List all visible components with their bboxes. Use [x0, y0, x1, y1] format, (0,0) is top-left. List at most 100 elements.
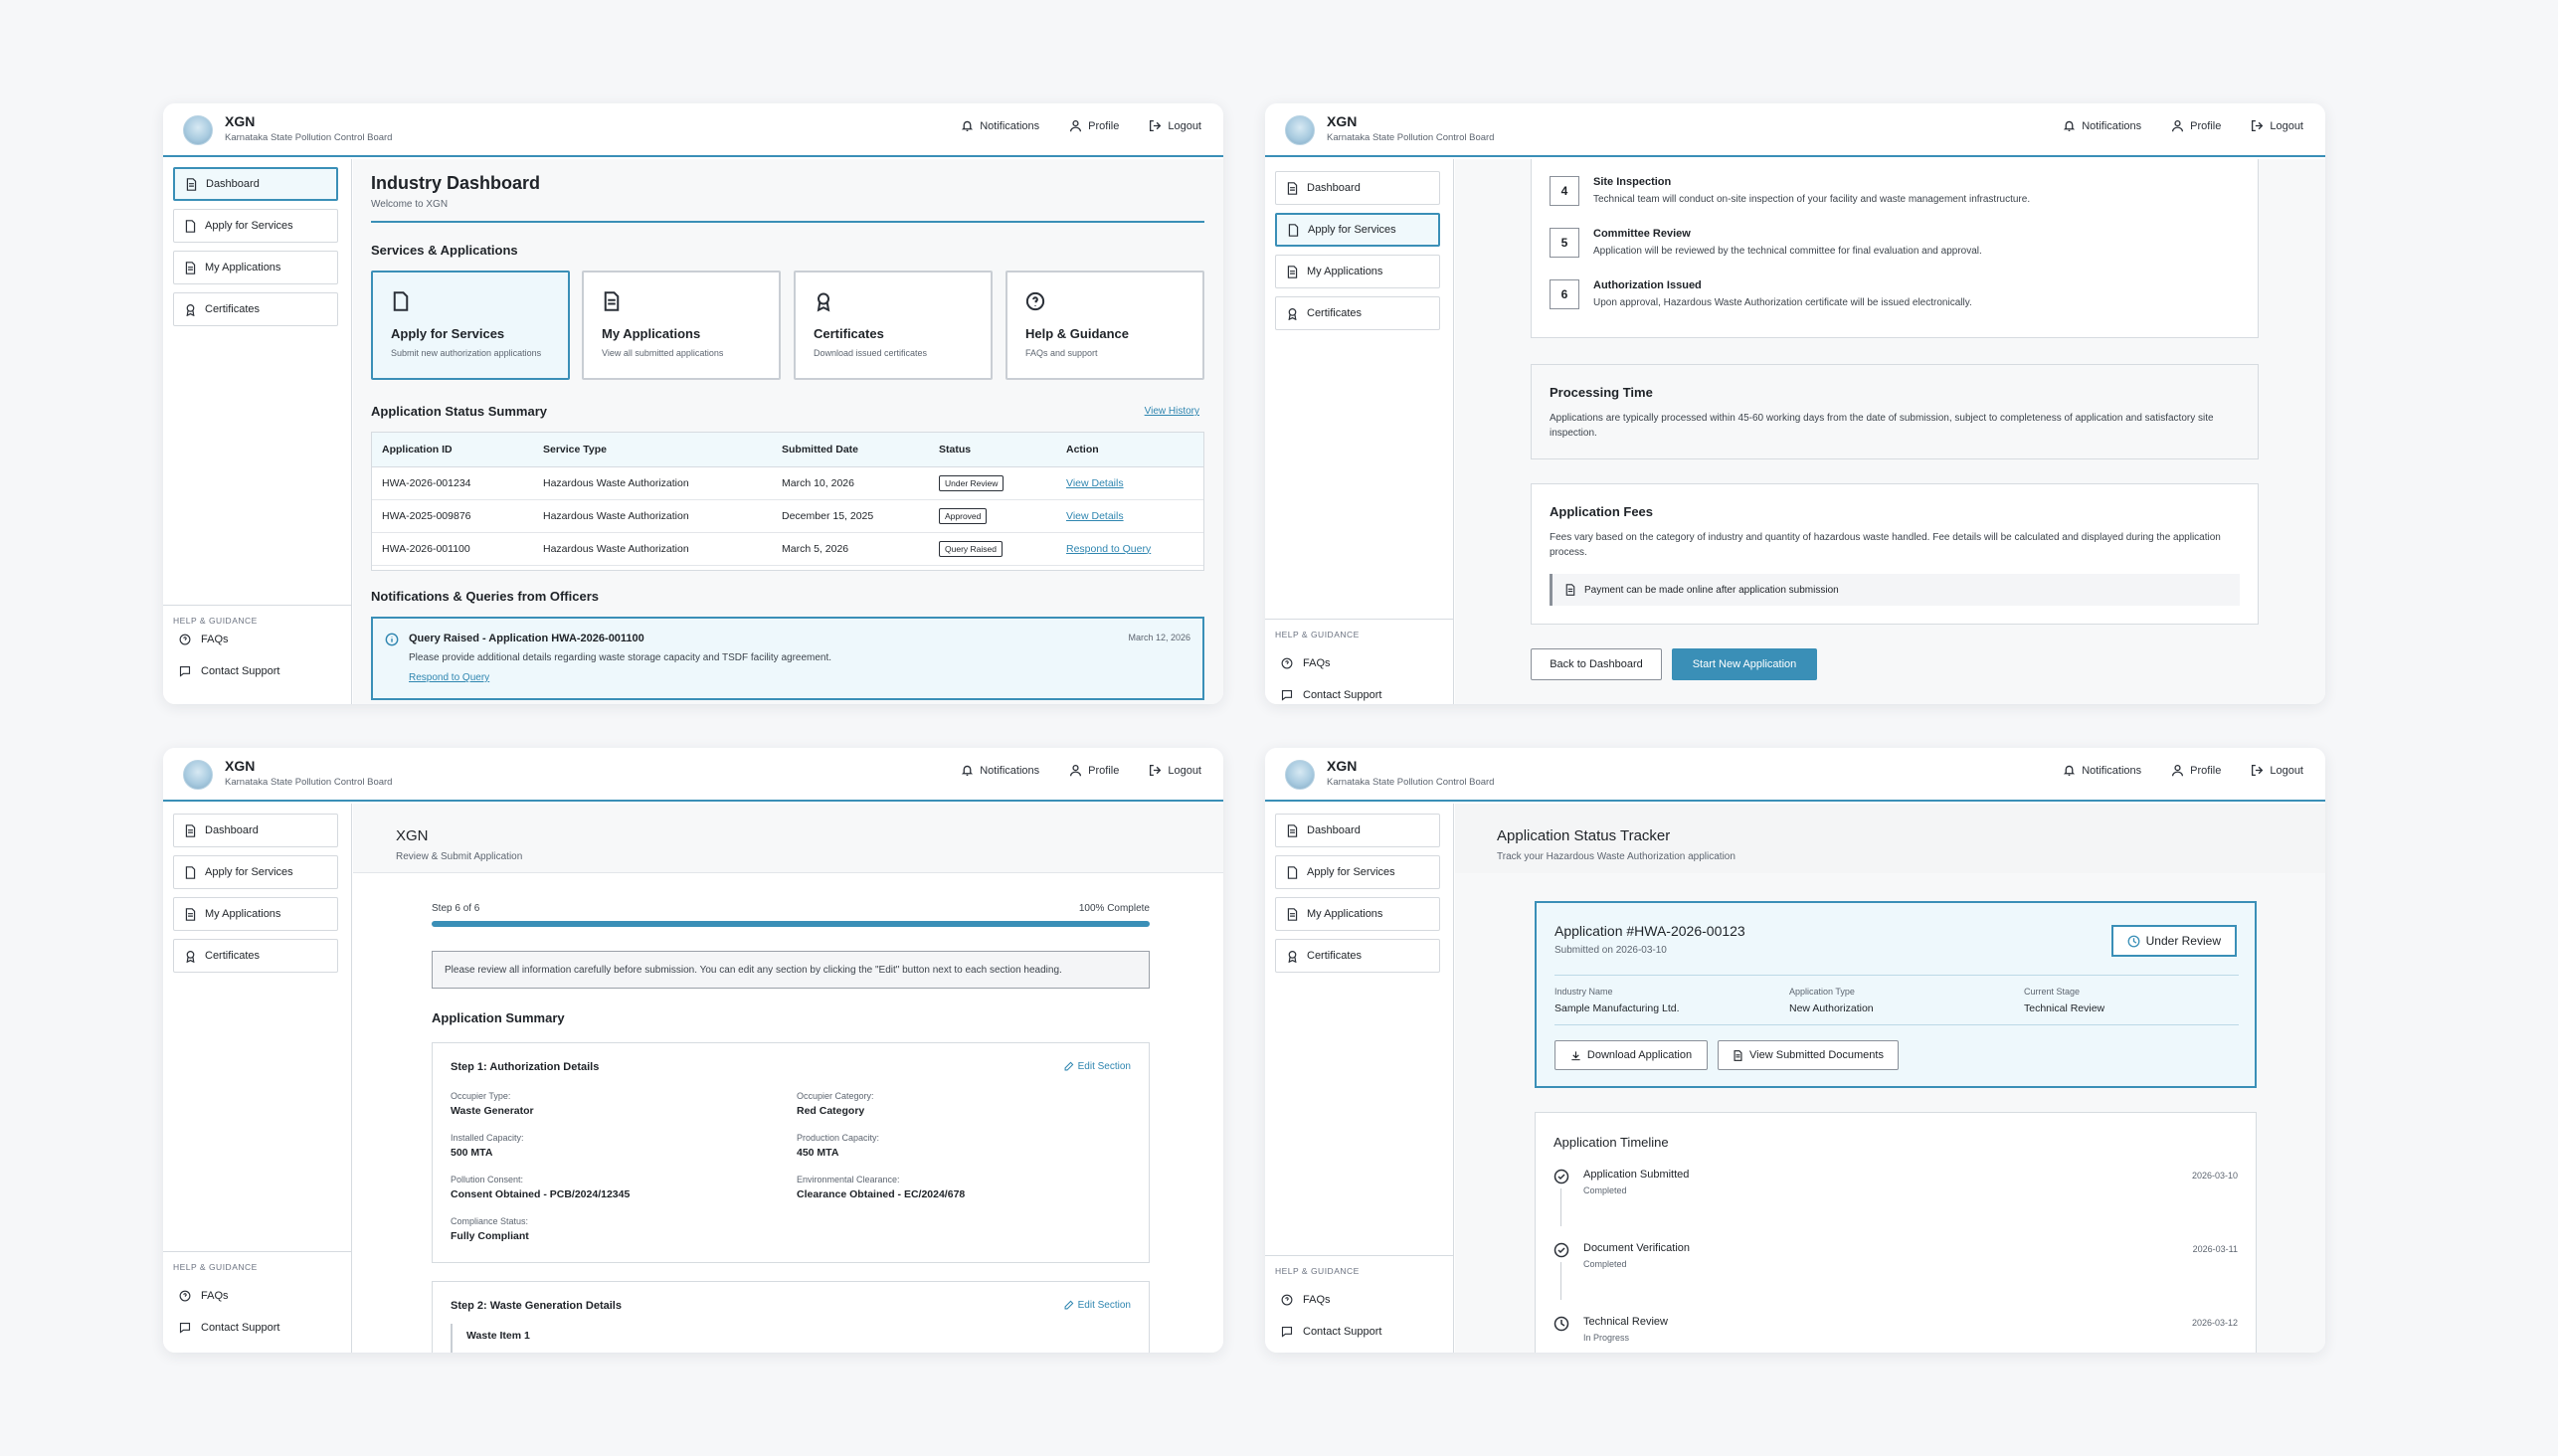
faqs-link[interactable]: FAQs [179, 634, 229, 645]
status-badge: Approved [939, 507, 988, 524]
sidebar-item-apply[interactable]: Apply for Services [173, 209, 338, 243]
edit-section-button[interactable]: Edit Section [1063, 1061, 1131, 1072]
logo [1285, 760, 1315, 790]
col-header: Application ID [372, 433, 533, 467]
card-my-applications[interactable]: My Applications View all submitted appli… [582, 271, 781, 380]
field-label: Environmental Clearance: [797, 1175, 900, 1184]
logout-link[interactable]: Logout [1149, 119, 1201, 132]
view-details-link[interactable]: View Details [1066, 476, 1124, 489]
card-help-guidance[interactable]: Help & Guidance FAQs and support [1005, 271, 1204, 380]
sidebar-item-certificates[interactable]: Certificates [173, 939, 338, 973]
document-icon [185, 261, 196, 274]
sidebar-item-dashboard[interactable]: Dashboard [1275, 814, 1440, 847]
logout-link[interactable]: Logout [1149, 764, 1201, 777]
download-application-button[interactable]: Download Application [1554, 1040, 1708, 1070]
card-divider [1554, 1024, 2239, 1025]
back-to-dashboard-button[interactable]: Back to Dashboard [1531, 648, 1662, 680]
cell-type: Hazardous Waste Authorization [533, 532, 772, 566]
award-icon [186, 950, 195, 963]
profile-link[interactable]: Profile [1069, 119, 1119, 132]
document-icon [1565, 584, 1575, 596]
sidebar-item-my-applications[interactable]: My Applications [173, 251, 338, 284]
logout-icon [2252, 764, 2264, 777]
sidebar-item-my-applications[interactable]: My Applications [1275, 255, 1440, 288]
sidebar: Dashboard Apply for Services My Applicat… [1265, 159, 1454, 704]
timeline-step-state: In Progress [1583, 1333, 1630, 1343]
view-details-link[interactable]: View Details [1066, 509, 1124, 522]
fees-title: Application Fees [1550, 504, 1654, 519]
contact-support-link[interactable]: Contact Support [179, 665, 280, 677]
step-desc: Upon approval, Hazardous Waste Authoriza… [1593, 297, 1972, 308]
org-name: Karnataka State Pollution Control Board [225, 777, 393, 788]
sidebar: Dashboard Apply for Services My Applicat… [1265, 804, 1454, 1353]
step-number: 6 [1550, 279, 1579, 309]
view-history-link[interactable]: View History [1144, 406, 1199, 417]
tracker-header: Application Status Tracker Track your Ha… [1455, 804, 2325, 873]
card-certificates[interactable]: Certificates Download issued certificate… [794, 271, 993, 380]
sidebar-item-certificates[interactable]: Certificates [173, 292, 338, 326]
sidebar-item-apply[interactable]: Apply for Services [173, 855, 338, 889]
sidebar-item-dashboard[interactable]: Dashboard [173, 167, 338, 201]
timeline-card: Application Timeline Application Submitt… [1535, 1112, 2257, 1353]
sidebar: Dashboard Apply for Services My Applicat… [163, 159, 352, 704]
sidebar-item-my-applications[interactable]: My Applications [1275, 897, 1440, 931]
profile-link[interactable]: Profile [1069, 764, 1119, 777]
edit-section-button[interactable]: Edit Section [1063, 1300, 1131, 1311]
table-row: HWA-2025-009876 Hazardous Waste Authoriz… [372, 499, 1203, 533]
view-documents-button[interactable]: View Submitted Documents [1718, 1040, 1899, 1070]
notifications-link[interactable]: Notifications [2063, 764, 2141, 777]
stage-value: Technical Review [2024, 1002, 2105, 1014]
sidebar-item-certificates[interactable]: Certificates [1275, 296, 1440, 330]
col-header: Action [1056, 433, 1203, 467]
notifications-link[interactable]: Notifications [961, 764, 1039, 777]
cell-date: December 15, 2025 [772, 499, 929, 533]
logout-icon [1150, 119, 1162, 132]
award-icon [817, 292, 830, 312]
field-label: Production Capacity: [797, 1133, 880, 1143]
timeline-step-date: 2026-03-10 [2191, 1171, 2238, 1181]
sidebar-item-my-applications[interactable]: My Applications [173, 897, 338, 931]
respond-query-link[interactable]: Respond to Query [1066, 542, 1152, 555]
profile-link[interactable]: Profile [2171, 764, 2221, 777]
faqs-link[interactable]: FAQs [179, 1290, 229, 1302]
file-icon [185, 219, 196, 233]
waste-item-title: Waste Item 1 [466, 1330, 530, 1342]
sidebar-item-apply[interactable]: Apply for Services [1275, 855, 1440, 889]
sidebar-item-certificates[interactable]: Certificates [1275, 939, 1440, 973]
profile-link[interactable]: Profile [2171, 119, 2221, 132]
contact-support-link[interactable]: Contact Support [179, 1322, 280, 1334]
industry-value: Sample Manufacturing Ltd. [1554, 1002, 1680, 1014]
sidebar-item-dashboard[interactable]: Dashboard [1275, 171, 1440, 205]
notifications-link[interactable]: Notifications [2063, 119, 2141, 132]
document-icon [185, 907, 196, 921]
logout-link[interactable]: Logout [2251, 119, 2303, 132]
col-header: Service Type [533, 433, 772, 467]
edit-icon [1064, 1061, 1073, 1071]
progress-track [432, 921, 1150, 927]
sidebar-item-apply[interactable]: Apply for Services [1275, 213, 1440, 247]
respond-query-link[interactable]: Respond to Query [409, 672, 490, 683]
page-subtitle: Track your Hazardous Waste Authorization… [1497, 851, 1736, 862]
status-heading: Application Status Summary [371, 404, 547, 419]
faqs-link[interactable]: FAQs [1281, 657, 1331, 669]
status-tracker-screen: XGN Karnataka State Pollution Control Bo… [1265, 748, 2325, 1353]
card-apply-services[interactable]: Apply for Services Submit new authorizat… [371, 271, 570, 380]
award-icon [1288, 307, 1297, 320]
notifications-link[interactable]: Notifications [961, 119, 1039, 132]
help-circle-icon [179, 1290, 191, 1302]
notification-title: Query Raised - Application HWA-2026-0011… [409, 633, 644, 644]
contact-support-link[interactable]: Contact Support [1281, 1326, 1382, 1338]
timeline-step-title: Technical Review [1583, 1316, 1668, 1328]
sidebar-item-dashboard[interactable]: Dashboard [173, 814, 338, 847]
page-subtitle: Review & Submit Application [396, 851, 523, 862]
timeline-step-state: Completed [1583, 1259, 1627, 1269]
col-header: Submitted Date [772, 433, 929, 467]
contact-support-link[interactable]: Contact Support [1281, 689, 1382, 701]
logout-link[interactable]: Logout [2251, 764, 2303, 777]
notification-date: March 12, 2026 [1128, 633, 1190, 642]
faqs-link[interactable]: FAQs [1281, 1294, 1331, 1306]
fees-note: Payment can be made online after applica… [1550, 574, 2240, 606]
table-row: HWA-2026-001234 Hazardous Waste Authoriz… [372, 466, 1203, 500]
document-icon [186, 177, 197, 191]
start-new-application-button[interactable]: Start New Application [1672, 648, 1817, 680]
